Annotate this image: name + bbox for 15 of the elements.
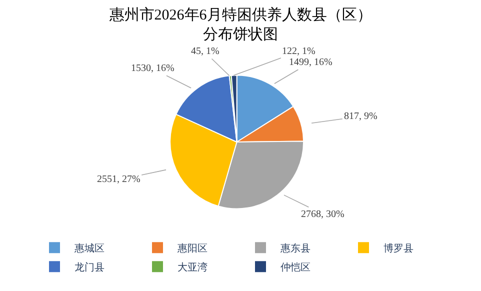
data-label: 2768, 30% <box>301 209 344 220</box>
legend-label: 博罗县 <box>384 242 414 255</box>
legend-label: 仲恺区 <box>280 262 310 274</box>
legend-label: 惠东县 <box>280 242 310 255</box>
legend-label: 惠城区 <box>74 242 104 255</box>
data-label: 45, 1% <box>191 46 220 57</box>
legend-label: 惠阳区 <box>176 242 208 255</box>
data-label: 1499, 16% <box>289 57 332 68</box>
legend-label: 大亚湾 <box>178 262 208 274</box>
data-label: 1530, 16% <box>131 63 174 74</box>
data-label: 2551, 27% <box>97 174 140 185</box>
data-label: 817, 9% <box>344 111 378 122</box>
legend-label: 龙门县 <box>74 262 104 274</box>
data-label: 122, 1% <box>282 46 316 57</box>
chart-title: 惠州市2026年6月特困供养人数县（区）分布饼状图 <box>108 6 372 43</box>
